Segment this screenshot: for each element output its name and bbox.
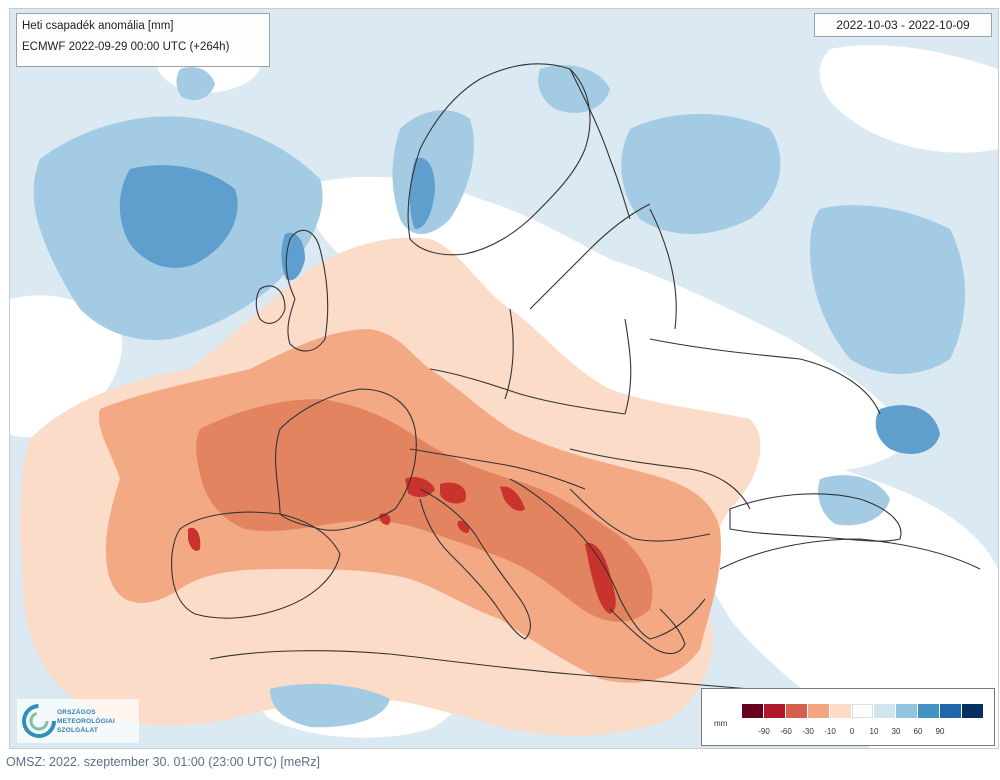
omsz-logo-icon	[22, 704, 56, 738]
neutral-zone-east	[650, 445, 998, 748]
legend-tick-label: 90	[935, 727, 945, 736]
border-russia	[649, 208, 677, 330]
legend-unit: mm	[714, 719, 728, 728]
legend-swatch	[830, 704, 851, 718]
coastline-iberia	[171, 511, 341, 619]
logo-text-line2: METEOROLÓGIAI	[57, 718, 115, 725]
dry-spot-alps	[405, 477, 435, 498]
coastline-britain	[285, 229, 329, 352]
wet-zone-north-atlantic-core	[119, 165, 238, 268]
legend-tick-label: 30	[891, 727, 901, 736]
coastline-baltic	[529, 203, 651, 310]
coastline-north-africa	[209, 650, 751, 690]
legend-swatch	[852, 704, 873, 718]
wet-zone-russia	[810, 205, 965, 374]
map-title: Heti csapadék anomália [mm]	[22, 20, 174, 32]
border-ukraine	[649, 338, 881, 415]
legend-tick-label: -90	[758, 727, 770, 736]
legend-swatch	[874, 704, 895, 718]
border-poland-east	[624, 318, 632, 415]
wet-zone-iceland	[176, 67, 215, 101]
color-legend: mm -90 -60 -30 -10 0 10 30 60 90	[701, 688, 995, 746]
wet-zone-north	[538, 65, 610, 113]
coastline-italy	[419, 488, 531, 640]
map-title-panel: Heti csapadék anomália [mm] ECMWF 2022-0…	[16, 13, 270, 67]
coastline-balkans	[509, 478, 706, 640]
wet-zone-baltic	[621, 114, 781, 234]
map-panel: Heti csapadék anomália [mm] ECMWF 2022-0…	[9, 8, 999, 749]
border-finland	[569, 68, 631, 220]
dry-zone-strong	[196, 399, 653, 622]
legend-tick-label: 10	[869, 727, 879, 736]
wet-zone-norway-core	[409, 157, 435, 229]
legend-swatch	[786, 704, 807, 718]
legend-swatch	[918, 704, 939, 718]
wet-zone-caucasus	[875, 405, 940, 454]
country-borders	[171, 63, 981, 690]
border-alps	[409, 448, 586, 490]
dry-spot-alps-east	[440, 482, 466, 504]
logo-text-line1: ORSZÁGOS	[57, 709, 96, 716]
coastline-black-sea	[729, 493, 902, 542]
coastline-greece	[609, 608, 686, 655]
wet-zone-north-africa	[270, 683, 390, 728]
coastline-ireland	[255, 285, 286, 324]
legend-tick-label: 0	[849, 727, 855, 736]
logo-text-line3: SZOLGÁLAT	[57, 727, 99, 734]
legend-swatch	[742, 704, 763, 718]
neutral-zone-central	[307, 176, 911, 471]
legend-tick-label: -10	[824, 727, 836, 736]
coastline-turkey	[719, 538, 981, 570]
legend-tick-label: -60	[780, 727, 792, 736]
date-range-label: 2022-10-03 - 2022-10-09	[814, 13, 992, 37]
wet-zone-scotland	[281, 232, 305, 281]
border-central-europe	[429, 368, 626, 415]
border-danube	[569, 448, 751, 510]
legend-tick-label: 60	[913, 727, 923, 736]
border-balkan-inner	[569, 488, 711, 542]
legend-swatch	[940, 704, 961, 718]
footer-credit: OMSZ: 2022. szeptember 30. 01:00 (23:00 …	[6, 755, 321, 769]
dry-spot-dinaric	[500, 486, 525, 511]
dry-spot-portugal	[188, 527, 201, 551]
legend-swatch	[962, 704, 983, 718]
coastline-scandinavia	[407, 63, 591, 256]
legend-swatch	[808, 704, 829, 718]
precipitation-anomaly-map: Heti csapadék anomália [mm] ECMWF 2022-0…	[10, 9, 998, 748]
legend-tick-label: -30	[802, 727, 814, 736]
neutral-zone-north	[819, 45, 998, 153]
dry-spot-albania	[585, 543, 616, 614]
legend-swatch	[896, 704, 917, 718]
model-run-label: ECMWF 2022-09-29 00:00 UTC (+264h)	[22, 41, 230, 53]
wet-zone-black-sea	[818, 475, 890, 526]
legend-swatch	[764, 704, 785, 718]
coastline-france	[275, 388, 417, 531]
omsz-logo: ORSZÁGOS METEOROLÓGIAI SZOLGÁLAT	[17, 699, 139, 743]
